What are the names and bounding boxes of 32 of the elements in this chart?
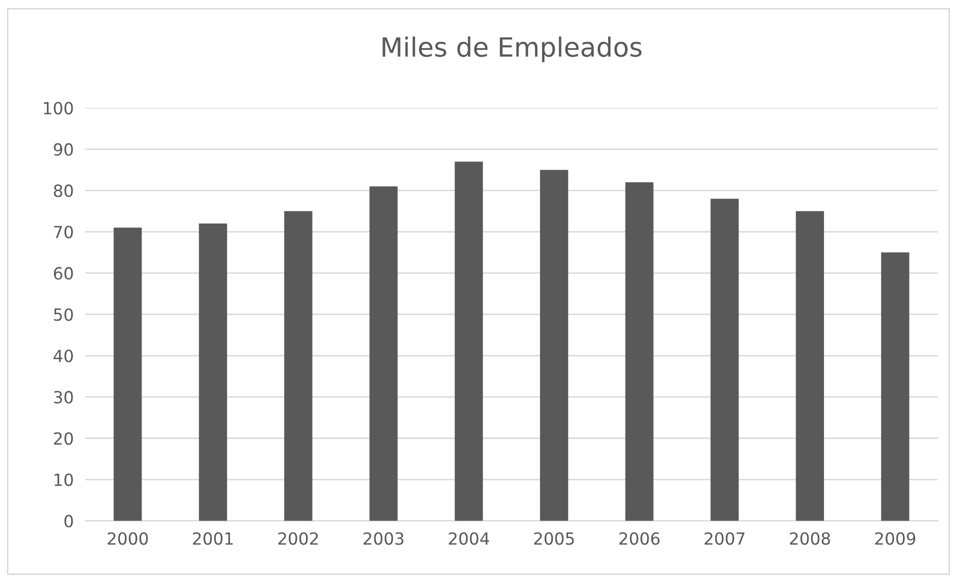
x-tick-label: 2002 <box>278 532 318 545</box>
bar <box>881 252 910 521</box>
y-tick-label: 20 <box>54 432 73 445</box>
bar <box>710 198 739 521</box>
y-tick-label: 50 <box>54 308 73 321</box>
x-tick-label: 2004 <box>448 532 490 545</box>
bar <box>369 186 398 521</box>
y-tick-label: 0 <box>64 514 73 528</box>
y-tick-label: 40 <box>54 350 73 362</box>
bar <box>198 224 228 521</box>
y-tick-label: 90 <box>54 143 73 156</box>
y-tick-label: 30 <box>54 390 73 404</box>
y-tick-label: 100 <box>44 102 73 114</box>
x-tick-label: 2006 <box>619 532 660 545</box>
bar <box>284 211 312 521</box>
y-tick-label: 80 <box>54 184 73 198</box>
bar <box>454 162 483 521</box>
chart-title: Miles de Empleados <box>382 36 642 62</box>
y-tick-label: 60 <box>54 267 73 280</box>
bar <box>540 170 568 521</box>
y-tick-label: 70 <box>54 226 73 238</box>
x-tick-label: 2007 <box>704 532 744 545</box>
x-tick-label: 2009 <box>875 532 916 545</box>
bar <box>796 211 824 521</box>
x-tick-label: 2005 <box>534 532 574 545</box>
bar <box>625 182 654 521</box>
y-tick-label: 10 <box>54 474 73 486</box>
bar <box>114 228 142 521</box>
x-tick-label: 2008 <box>790 532 830 545</box>
x-tick-label: 2003 <box>364 532 404 545</box>
x-tick-label: 2000 <box>108 532 148 545</box>
x-tick-label: 2001 <box>193 532 233 545</box>
